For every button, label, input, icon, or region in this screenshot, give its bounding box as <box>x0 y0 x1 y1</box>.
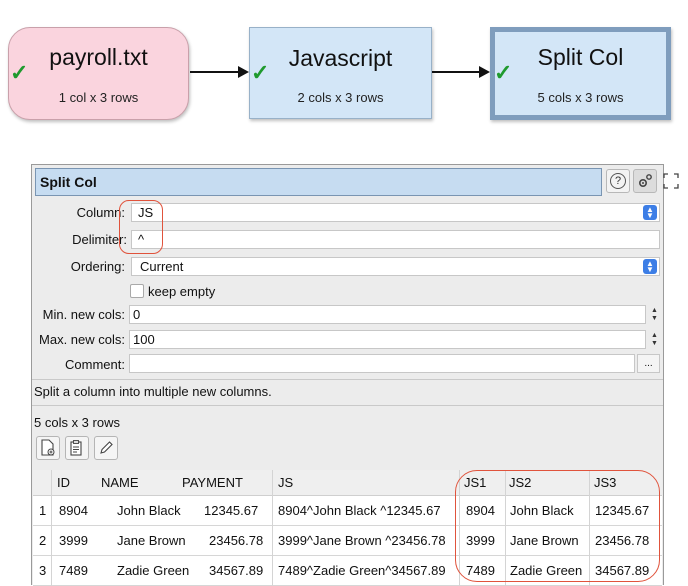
column-divider <box>505 470 506 586</box>
comment-expand-button[interactable]: ... <box>637 354 660 373</box>
cell-js2: John Black <box>510 503 574 518</box>
keep-empty-label: keep empty <box>148 284 216 299</box>
add-file-button[interactable] <box>36 436 60 460</box>
table-row[interactable] <box>33 526 662 556</box>
column-select[interactable]: JS ▲ ▼ <box>131 203 660 222</box>
node-title: Split Col <box>537 44 624 70</box>
dropdown-icon: ▲ ▼ <box>643 259 657 274</box>
split-col-node[interactable]: Split Col 5 cols x 3 rows <box>490 27 671 120</box>
row-number: 3 <box>39 563 47 578</box>
column-header-js[interactable]: JS <box>278 475 294 490</box>
max-cols-field[interactable]: 100 <box>129 330 646 349</box>
cell-name: Zadie Green <box>117 563 190 578</box>
cell-payment: 23456.78 <box>209 533 264 548</box>
min-cols-stepper[interactable]: ▲ ▼ <box>651 306 658 322</box>
column-header-js1[interactable]: JS1 <box>464 475 487 490</box>
node-dims: 1 col x 3 rows <box>58 90 139 105</box>
cell-payment: 12345.67 <box>204 503 259 518</box>
dropdown-icon: ▲ ▼ <box>643 205 657 220</box>
cell-js1: 3999 <box>466 533 495 548</box>
gear-icon <box>638 174 652 188</box>
cell-name: Jane Brown <box>117 533 186 548</box>
min-cols-field[interactable]: 0 <box>129 305 646 324</box>
column-divider <box>459 470 460 586</box>
cell-id: 3999 <box>59 533 88 548</box>
check-icon: ✓ <box>251 60 270 85</box>
help-button[interactable]: ? <box>606 169 630 193</box>
column-header-id[interactable]: ID <box>57 475 70 490</box>
delimiter-label: Delimiter: <box>72 232 127 247</box>
pencil-icon <box>100 441 113 454</box>
column-header-payment[interactable]: PAYMENT <box>182 475 243 490</box>
cell-js: 3999^Jane Brown ^23456.78 <box>278 533 446 548</box>
node-title: Javascript <box>288 45 393 71</box>
cell-js2: Jane Brown <box>510 533 579 548</box>
cell-js3: 12345.67 <box>595 503 650 518</box>
node-title: payroll.txt <box>49 44 148 70</box>
column-divider <box>272 470 273 586</box>
column-header-js3[interactable]: JS3 <box>594 475 617 490</box>
cell-js3: 23456.78 <box>595 533 650 548</box>
min-cols-value: 0 <box>133 307 141 322</box>
column-divider <box>589 470 590 586</box>
check-icon: ✓ <box>10 60 29 85</box>
comment-field[interactable] <box>129 354 635 373</box>
column-header-name[interactable]: NAME <box>101 475 139 490</box>
cell-js1: 7489 <box>466 563 495 578</box>
keep-empty-checkbox[interactable] <box>130 284 144 298</box>
node-dims: 2 cols x 3 rows <box>297 90 384 105</box>
ordering-select[interactable]: Current ▲ ▼ <box>131 257 660 276</box>
data-table: ID NAME PAYMENT JS JS1 JS2 JS3 1 8904 Jo… <box>33 470 662 586</box>
new-file-icon <box>41 439 55 456</box>
max-cols-stepper[interactable]: ▲ ▼ <box>651 331 658 347</box>
copy-clipboard-button[interactable] <box>65 436 89 460</box>
javascript-node[interactable]: Javascript 2 cols x 3 rows <box>249 27 432 119</box>
settings-button[interactable] <box>633 169 657 193</box>
split-col-panel: Split Col ? Column: JS ▲ ▼ Delimiter: ^ O… <box>31 164 679 586</box>
comment-label: Comment: <box>65 357 125 372</box>
clipboard-icon <box>70 440 82 456</box>
flow-arrow <box>190 66 249 78</box>
min-cols-label: Min. new cols: <box>42 307 125 322</box>
column-divider <box>51 470 52 586</box>
table-header-row <box>33 470 662 496</box>
divider <box>32 405 663 406</box>
cell-id: 7489 <box>59 563 88 578</box>
description-text: Split a column into multiple new columns… <box>34 384 272 399</box>
cell-js3: 34567.89 <box>595 563 650 578</box>
dims-text: 5 cols x 3 rows <box>34 415 120 430</box>
column-label: Column: <box>76 205 125 220</box>
cell-js: 8904^John Black ^12345.67 <box>278 503 441 518</box>
cell-js2: Zadie Green <box>510 563 583 578</box>
max-cols-value: 100 <box>133 332 155 347</box>
table-row[interactable] <box>33 496 662 526</box>
ordering-value: Current <box>140 259 184 274</box>
help-icon: ? <box>610 173 626 189</box>
column-value: JS <box>138 205 154 220</box>
cell-id: 8904 <box>59 503 88 518</box>
cell-js: 7489^Zadie Green^34567.89 <box>278 563 446 578</box>
node-dims: 5 cols x 3 rows <box>537 90 624 105</box>
delimiter-value: ^ <box>138 232 145 247</box>
cell-js1: 8904 <box>466 503 495 518</box>
edit-button[interactable] <box>94 436 118 460</box>
cell-payment: 34567.89 <box>209 563 264 578</box>
delimiter-field[interactable]: ^ <box>131 230 660 249</box>
divider <box>32 379 663 380</box>
max-cols-label: Max. new cols: <box>39 332 125 347</box>
cell-name: John Black <box>117 503 181 518</box>
expand-icon <box>663 173 679 189</box>
flow-arrow <box>432 66 490 78</box>
column-header-js2[interactable]: JS2 <box>509 475 532 490</box>
expand-button[interactable] <box>660 169 682 193</box>
payroll-node[interactable]: payroll.txt 1 col x 3 rows <box>8 27 189 120</box>
row-number: 1 <box>39 503 47 518</box>
check-icon: ✓ <box>494 60 513 85</box>
row-number: 2 <box>39 533 47 548</box>
panel-title: Split Col <box>35 168 602 196</box>
ordering-label: Ordering: <box>70 259 125 274</box>
